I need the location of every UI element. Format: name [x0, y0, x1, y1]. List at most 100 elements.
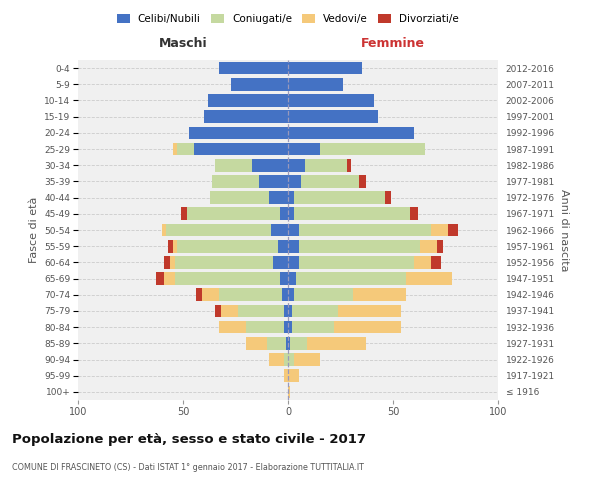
Bar	[295, 208, 410, 220]
Bar	[286, 337, 288, 349]
Bar	[164, 272, 175, 285]
Bar	[252, 159, 288, 172]
Bar	[288, 208, 295, 220]
Y-axis label: Anni di nascita: Anni di nascita	[559, 188, 569, 271]
Bar	[274, 256, 288, 268]
Bar	[301, 175, 359, 188]
Bar	[202, 288, 218, 301]
Bar	[173, 240, 176, 252]
Bar	[288, 94, 374, 107]
Bar	[162, 224, 166, 236]
Bar	[307, 337, 366, 349]
Bar	[282, 288, 288, 301]
Bar	[288, 256, 299, 268]
Bar	[334, 321, 401, 334]
Bar	[215, 304, 221, 318]
Bar	[280, 208, 288, 220]
Bar	[431, 224, 448, 236]
Bar	[299, 240, 420, 252]
Bar	[187, 208, 280, 220]
Bar	[288, 78, 343, 90]
Bar	[176, 142, 193, 156]
Bar	[292, 304, 338, 318]
Bar	[232, 78, 288, 90]
Bar	[288, 142, 320, 156]
Bar	[448, 224, 458, 236]
Bar	[299, 224, 431, 236]
Bar	[295, 192, 385, 204]
Bar	[359, 175, 366, 188]
Bar	[385, 192, 391, 204]
Bar	[221, 304, 238, 318]
Bar	[271, 224, 288, 236]
Bar	[173, 142, 176, 156]
Bar	[288, 353, 295, 366]
Bar	[347, 159, 351, 172]
Bar	[211, 192, 269, 204]
Bar	[155, 272, 164, 285]
Bar	[284, 370, 288, 382]
Bar	[168, 240, 173, 252]
Bar	[189, 126, 288, 139]
Text: Maschi: Maschi	[158, 38, 208, 51]
Bar	[296, 272, 406, 285]
Bar	[288, 126, 414, 139]
Bar	[246, 337, 267, 349]
Bar	[288, 337, 290, 349]
Bar	[238, 304, 284, 318]
Bar	[267, 337, 286, 349]
Bar	[284, 321, 288, 334]
Bar	[208, 94, 288, 107]
Bar	[284, 353, 288, 366]
Bar	[288, 159, 305, 172]
Bar	[170, 256, 175, 268]
Bar	[288, 370, 299, 382]
Bar	[164, 256, 170, 268]
Bar	[269, 192, 288, 204]
Bar	[288, 175, 301, 188]
Bar	[320, 142, 425, 156]
Bar	[218, 288, 282, 301]
Bar	[410, 208, 418, 220]
Bar	[288, 386, 290, 398]
Bar	[437, 240, 443, 252]
Bar	[269, 353, 284, 366]
Bar	[218, 62, 288, 74]
Bar	[277, 240, 288, 252]
Bar	[215, 159, 252, 172]
Bar	[288, 240, 299, 252]
Y-axis label: Fasce di età: Fasce di età	[29, 197, 38, 263]
Bar	[196, 288, 202, 301]
Bar	[204, 110, 288, 123]
Bar	[288, 288, 295, 301]
Bar	[175, 272, 280, 285]
Bar	[288, 272, 296, 285]
Bar	[246, 321, 284, 334]
Text: Femmine: Femmine	[361, 38, 425, 51]
Legend: Celibi/Nubili, Coniugati/e, Vedovi/e, Divorziati/e: Celibi/Nubili, Coniugati/e, Vedovi/e, Di…	[113, 10, 463, 29]
Bar	[288, 62, 361, 74]
Bar	[288, 224, 299, 236]
Bar	[414, 256, 431, 268]
Bar	[259, 175, 288, 188]
Bar	[181, 208, 187, 220]
Bar	[295, 353, 320, 366]
Bar	[284, 304, 288, 318]
Bar	[299, 256, 414, 268]
Bar	[288, 304, 292, 318]
Bar	[431, 256, 442, 268]
Bar	[212, 175, 259, 188]
Bar	[353, 288, 406, 301]
Bar	[176, 240, 277, 252]
Bar	[175, 256, 274, 268]
Bar	[338, 304, 401, 318]
Bar	[288, 110, 379, 123]
Bar	[292, 321, 334, 334]
Bar	[288, 192, 295, 204]
Bar	[290, 337, 307, 349]
Bar	[305, 159, 347, 172]
Bar	[218, 321, 246, 334]
Bar	[421, 240, 437, 252]
Bar	[280, 272, 288, 285]
Bar	[193, 142, 288, 156]
